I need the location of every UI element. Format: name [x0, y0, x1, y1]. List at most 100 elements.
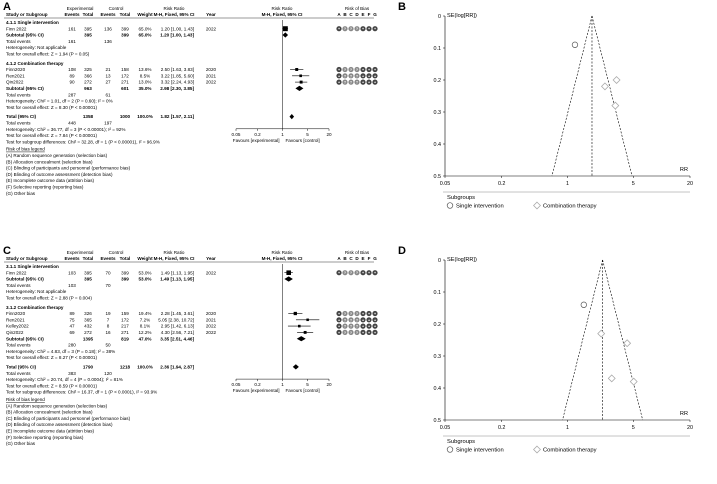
- a-total-c: 1000: [120, 114, 131, 119]
- a-hdr-events-e: Events: [64, 12, 80, 17]
- panel-letter-c: C: [3, 245, 11, 257]
- c-tick-label-3: 5: [306, 382, 309, 387]
- a-total-te-c: 197: [104, 121, 112, 126]
- a-legend-item3: (D) Blinding of outcome assessment (dete…: [6, 172, 113, 177]
- d-legend-circle-icon: [446, 446, 454, 453]
- c-sg1-note0: Heterogeneity: Chi² = 4.83, df = 3 (P = …: [6, 349, 115, 354]
- a-sg0-subtotal-diamond: [282, 32, 289, 38]
- d-funnel-right: [602, 259, 643, 421]
- c-tick-label-1: 0.2: [254, 382, 261, 387]
- c-sg1-study2-bias-sym-5: +: [368, 325, 370, 329]
- c-bias-letter-F: F: [368, 256, 371, 261]
- a-sg0-study0-bias-sym-6: +: [374, 27, 376, 31]
- b-xtick-label-1: 0.2: [498, 181, 506, 187]
- a-hdr-total-e: Total: [83, 12, 94, 17]
- a-bias-letter-G: G: [373, 12, 377, 17]
- a-sg0-te-e: 161: [68, 39, 76, 44]
- c-sg1-study1-weight: 7.2%: [140, 317, 150, 322]
- a-bias-letter-D: D: [355, 12, 359, 17]
- d-point-single-0: [580, 301, 587, 308]
- c-sg1-study1-c-events: 7: [107, 317, 110, 322]
- a-sg0-subtotal-c: 399: [121, 33, 129, 38]
- a-legend-item5: (F) Selective reporting (reporting bias): [6, 185, 84, 190]
- a-sg1-study2-bias-dot-2: [348, 79, 354, 85]
- a-sg0-title: 4.1.1 Single intervention: [6, 20, 59, 25]
- c-sg1-study3-bias-sym-0: +: [338, 331, 340, 335]
- c-sg1-subtotal-diamond: [296, 336, 306, 342]
- a-sg0-study0-bias-sym-3: ?: [356, 27, 358, 31]
- c-total-c: 1218: [120, 365, 131, 370]
- d-ytick-label-4: 0.4: [434, 386, 442, 392]
- a-sg1-study0-bias-dot-3: [354, 66, 360, 73]
- c-sg0-study0-bias-dot-2: [348, 270, 354, 276]
- b-ylabel: SE(log[RR]): [447, 13, 477, 19]
- a-sg1-study2-bias-sym-3: ?: [356, 81, 358, 85]
- forest-plot-c: Experimental Control Risk Ratio Risk Ratio R…: [4, 250, 378, 446]
- c-sg1-study1-bias-sym-0: +: [338, 318, 340, 322]
- c-sg1-study2-bias-dot-3: [354, 323, 360, 329]
- c-sg0-study0-c-total: 399: [121, 270, 129, 275]
- a-sg0-study0-bias-sym-5: +: [368, 27, 370, 31]
- c-sg1-study0-bias-dot-3: [354, 310, 360, 317]
- b-legend-circle-icon: [446, 202, 454, 209]
- c-total-weight: 100.0%: [137, 365, 153, 370]
- c-sg1-study3-bias-sym-3: ?: [356, 331, 358, 335]
- a-sg1-study1-bias-sym-5: +: [368, 74, 370, 78]
- a-sg0-study0-c-events: 136: [104, 26, 112, 31]
- c-hdr-rob: Risk of Bias: [345, 250, 370, 255]
- b-xtick-label-4: 20: [687, 181, 693, 187]
- c-sg0-subtotal-label: Subtotal (95% CI): [6, 277, 44, 282]
- c-sg0-study0-bias-sym-0: +: [338, 271, 340, 275]
- d-ylabel: SE(log[RR]): [447, 257, 477, 263]
- c-sg0-subtotal-ci: 1.49 [1.13, 1.95]: [160, 277, 194, 282]
- a-sg0-study0-bias-dot-5: [366, 26, 372, 32]
- a-sg1-study2-bias-dot-0: [336, 79, 342, 85]
- a-bias-letter-B: B: [343, 12, 347, 17]
- a-sg1-study1-bias-dot-2: [348, 73, 354, 79]
- a-hdr-weight: Weight: [137, 12, 153, 17]
- c-sg0-te-c: 70: [105, 283, 111, 288]
- c-sg0-note0: Heterogeneity: Not applicable: [6, 289, 67, 294]
- a-legend-item4: (E) Incomplete outcome data (attrition b…: [6, 178, 95, 183]
- c-sg1-study3-c-total: 271: [121, 330, 129, 335]
- c-sg1-study1-bias-dot-5: [366, 317, 372, 323]
- c-bias-letter-B: B: [343, 256, 347, 261]
- c-sg1-study2-bias-sym-6: +: [374, 325, 376, 329]
- c-sg1-study1-bias-sym-2: ?: [350, 318, 352, 322]
- a-tick-label-1: 0.2: [254, 132, 261, 137]
- c-total-te-c: 120: [104, 371, 112, 376]
- c-sg1-subtotal-e: 1395: [83, 336, 94, 341]
- a-legend-title: Risk of bias legend: [6, 147, 45, 152]
- a-sg0-study0-bias-dot-4: [360, 26, 366, 32]
- c-sg1-study2-bias-sym-3: ?: [356, 325, 358, 329]
- a-sg1-study2-bias-dot-5: [366, 79, 372, 85]
- c-sg0-study0-bias-sym-2: ?: [350, 271, 352, 275]
- c-sg1-study2-point: [298, 324, 301, 328]
- c-sg1-study2-bias-dot-0: [336, 323, 342, 329]
- a-sg1-study1-bias-dot-4: [360, 73, 366, 79]
- d-funnel-left: [562, 259, 603, 421]
- c-sg0-study0-point: [286, 270, 291, 275]
- c-legend-title: Risk of bias legend: [6, 397, 45, 402]
- c-sg1-study3-bias-dot-4: [360, 329, 366, 335]
- c-sg1-study0-bias-sym-3: ?: [356, 312, 358, 316]
- a-hdr-study: Study or Subgroup: [6, 12, 48, 17]
- b-funnel-left: [551, 15, 593, 177]
- a-sg1-study1-bias-sym-4: +: [362, 74, 364, 78]
- a-sg0-study0-c-total: 399: [121, 26, 129, 31]
- c-sg1-study2-weight: 8.1%: [140, 324, 150, 329]
- a-sg1-te-c: 61: [105, 92, 111, 97]
- c-sg1-study1-year: 2021: [206, 317, 217, 322]
- c-sg1-study1-bias-dot-3: [354, 317, 360, 323]
- a-sg1-note0: Heterogeneity: Chi² = 1.01, df = 2 (P = …: [6, 99, 113, 104]
- b-legend-diamond-icon: [533, 201, 541, 210]
- c-sg1-subtotal-ci: 3.35 [2.51, 4.46]: [160, 336, 194, 341]
- c-total-te-e: 383: [68, 371, 76, 376]
- b-ytick-label-4: 0.4: [434, 142, 442, 148]
- c-hdr-year: Year: [206, 256, 216, 261]
- c-sg1-study2-bias-sym-2: ?: [350, 325, 352, 329]
- c-sg0-te-label: Total events: [6, 283, 31, 288]
- c-sg0-title: 3.1.1 Single intervention: [6, 264, 59, 269]
- c-sg0-study0-bias-sym-5: +: [368, 271, 370, 275]
- b-legend-combo: Combination therapy: [543, 204, 597, 210]
